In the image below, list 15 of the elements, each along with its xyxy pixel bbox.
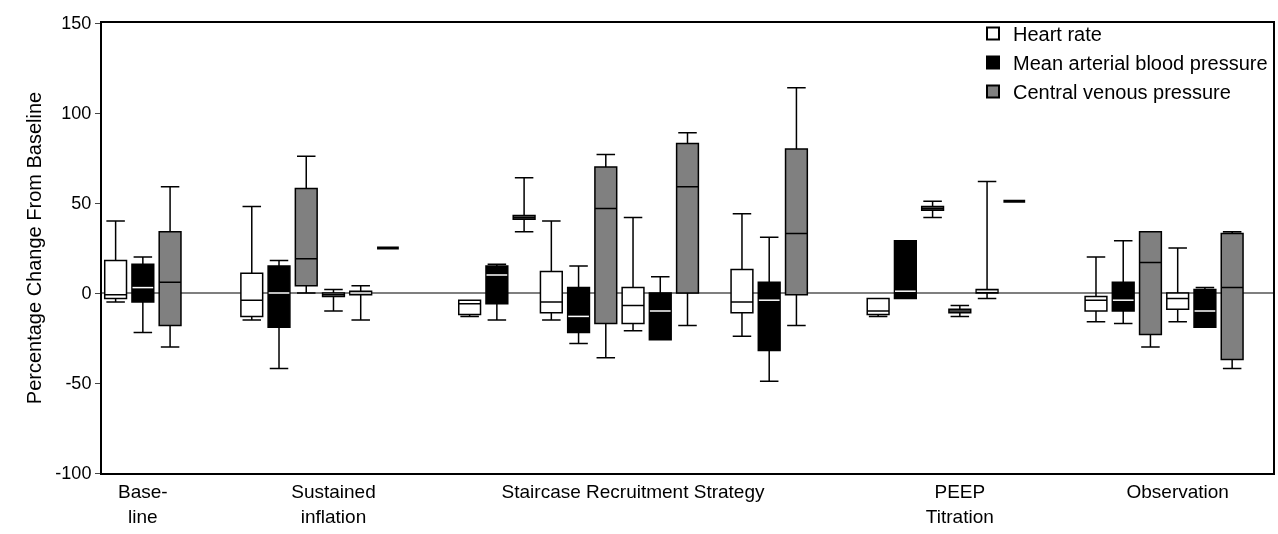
x-tick-label: Sustained inflation xyxy=(291,480,376,527)
y-tick-label: -100 xyxy=(55,463,92,484)
y-tick-label: 50 xyxy=(71,193,92,214)
x-tick-label: Staircase Recruitment Strategy xyxy=(501,480,765,502)
x-tick-label: Base- line xyxy=(118,480,168,527)
y-tick-label: 100 xyxy=(61,103,92,124)
legend-label: Mean arterial blood pressure xyxy=(1013,52,1268,75)
x-tick-label: Observation xyxy=(1126,480,1229,502)
y-tick-label: 150 xyxy=(61,13,92,34)
x-tick-label: PEEP Titration xyxy=(925,480,994,527)
y-tick-label: -50 xyxy=(65,373,92,394)
legend-label: Central venous pressure xyxy=(1013,81,1231,104)
legend-label: Heart rate xyxy=(1013,23,1102,46)
y-axis-title: Percentage Change From Baseline xyxy=(23,91,46,405)
y-tick-label: 0 xyxy=(81,283,92,304)
